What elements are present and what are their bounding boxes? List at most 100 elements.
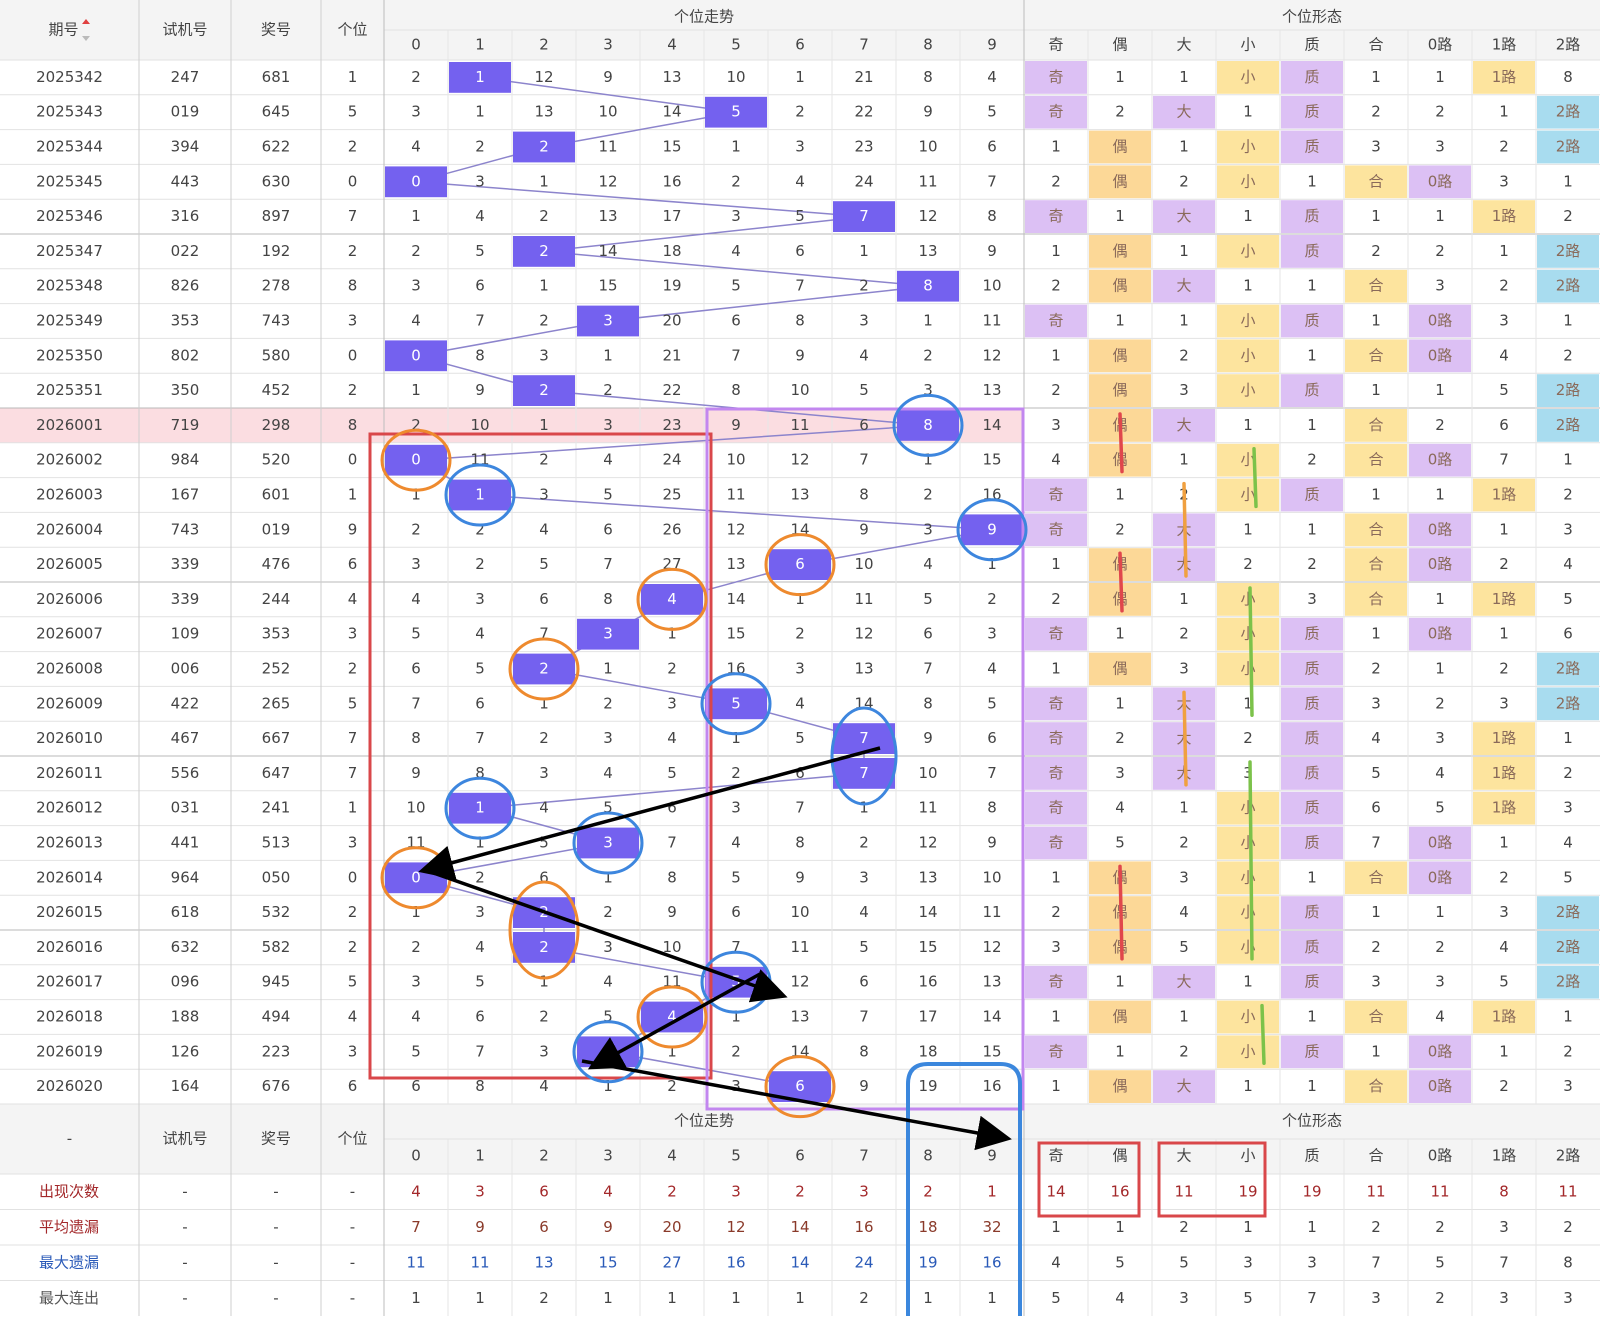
form-cell-bg	[1025, 757, 1087, 790]
cell: 2026019	[36, 1042, 103, 1060]
stat-value: 1	[667, 1289, 677, 1307]
form-cell-bg	[1281, 826, 1343, 860]
form-cell-bg	[1153, 95, 1215, 129]
cell: 096	[171, 973, 200, 991]
form-cell: 2	[1115, 729, 1125, 747]
group-header: 个位走势	[674, 1112, 734, 1130]
cell: 2026009	[36, 694, 103, 712]
form-cell: 2	[1179, 1042, 1189, 1060]
miss-count: 12	[918, 834, 937, 852]
miss-count: 5	[795, 729, 805, 747]
form-cell-bg	[1281, 617, 1343, 651]
miss-count: 8	[923, 694, 933, 712]
cell: 984	[171, 451, 200, 469]
circle-mark	[636, 567, 708, 631]
form-cell-bg	[1345, 409, 1407, 442]
form-cell: 2路	[1556, 103, 1581, 121]
miss-count: 1	[731, 138, 741, 156]
form-cell: 1	[1307, 868, 1317, 886]
form-cell: 3	[1051, 416, 1061, 434]
cell: 8	[348, 277, 358, 295]
cell: 0	[348, 868, 358, 886]
stat-value: 2	[1435, 1289, 1445, 1307]
form-cell: 1	[1051, 242, 1061, 260]
form-header: 奇	[1048, 1147, 1063, 1165]
form-cell: 4	[1371, 729, 1381, 747]
miss-count: 10	[598, 103, 617, 121]
form-cell: 2	[1307, 555, 1317, 573]
form-cell: 1	[1435, 590, 1445, 608]
stat-value: 3	[1179, 1289, 1189, 1307]
miss-count: 2	[411, 520, 421, 538]
miss-count: 25	[662, 486, 681, 504]
hit-cell	[705, 96, 767, 128]
stat-value: 2	[667, 1182, 677, 1200]
miss-count: 14	[598, 242, 617, 260]
miss-count: 8	[731, 381, 741, 399]
form-cell: 2	[1435, 242, 1445, 260]
cell: 019	[262, 520, 291, 538]
form-header: 偶	[1112, 36, 1127, 54]
arrow	[418, 746, 881, 880]
form-cell-bg	[1089, 374, 1151, 407]
form-cell: 1	[1435, 486, 1445, 504]
form-header: 小	[1240, 36, 1255, 54]
hit-cell	[513, 653, 575, 685]
cell: 0	[348, 346, 358, 364]
form-cell-bg	[1281, 95, 1343, 129]
miss-count: 14	[918, 903, 937, 921]
form-cell: 奇	[1048, 625, 1063, 643]
miss-count: 4	[411, 138, 421, 156]
form-cell: 1	[1307, 1077, 1317, 1095]
cell: -	[182, 1289, 187, 1307]
form-cell: 2	[1115, 520, 1125, 538]
form-cell-bg	[1217, 617, 1279, 651]
miss-count: 5	[411, 625, 421, 643]
cell: 2	[348, 938, 358, 956]
form-cell: 1	[1115, 312, 1125, 330]
cell: -	[273, 1289, 278, 1307]
digit-header: 9	[987, 36, 997, 54]
miss-count: 4	[411, 590, 421, 608]
sort-down	[82, 36, 90, 41]
form-cell-bg	[1409, 617, 1471, 651]
cell: -	[350, 1182, 355, 1200]
form-cell: 1	[1435, 903, 1445, 921]
form-cell-bg	[1537, 965, 1599, 999]
column-header[interactable]: 期号	[48, 21, 78, 39]
cell: 2026011	[36, 764, 103, 782]
form-header: 大	[1176, 1147, 1191, 1165]
cell: 2026008	[36, 660, 103, 678]
digit-header: 3	[603, 36, 613, 54]
form-cell-bg	[1217, 896, 1279, 929]
form-cell: 2	[1051, 903, 1061, 921]
miss-count: 4	[795, 694, 805, 712]
miss-count: 6	[987, 138, 997, 156]
hit-number: 7	[859, 764, 869, 782]
cell: 247	[171, 68, 200, 86]
form-cell-bg	[1217, 826, 1279, 860]
form-cell: 5	[1499, 973, 1509, 991]
miss-count: 22	[662, 381, 681, 399]
miss-count: 5	[923, 590, 933, 608]
form-cell-bg	[1217, 931, 1279, 964]
cell: 167	[171, 486, 200, 504]
form-cell: 合	[1368, 1008, 1383, 1026]
form-cell: 2	[1179, 625, 1189, 643]
hit-cell	[961, 514, 1023, 546]
miss-count: 13	[982, 381, 1001, 399]
form-cell-bg	[1025, 791, 1087, 825]
form-cell: 0路	[1428, 555, 1453, 573]
form-cell-bg	[1089, 1000, 1151, 1034]
digit-header: 1	[475, 1147, 485, 1165]
miss-count: 4	[411, 1008, 421, 1026]
form-cell: 质	[1304, 973, 1319, 991]
cell: 9	[348, 520, 358, 538]
form-cell-bg	[1409, 165, 1471, 199]
form-cell: 3	[1499, 312, 1509, 330]
pen-stroke	[1248, 586, 1254, 717]
form-cell: 0路	[1428, 172, 1453, 190]
form-cell: 6	[1371, 799, 1381, 817]
cell: 676	[262, 1077, 291, 1095]
hit-cell	[641, 584, 703, 615]
